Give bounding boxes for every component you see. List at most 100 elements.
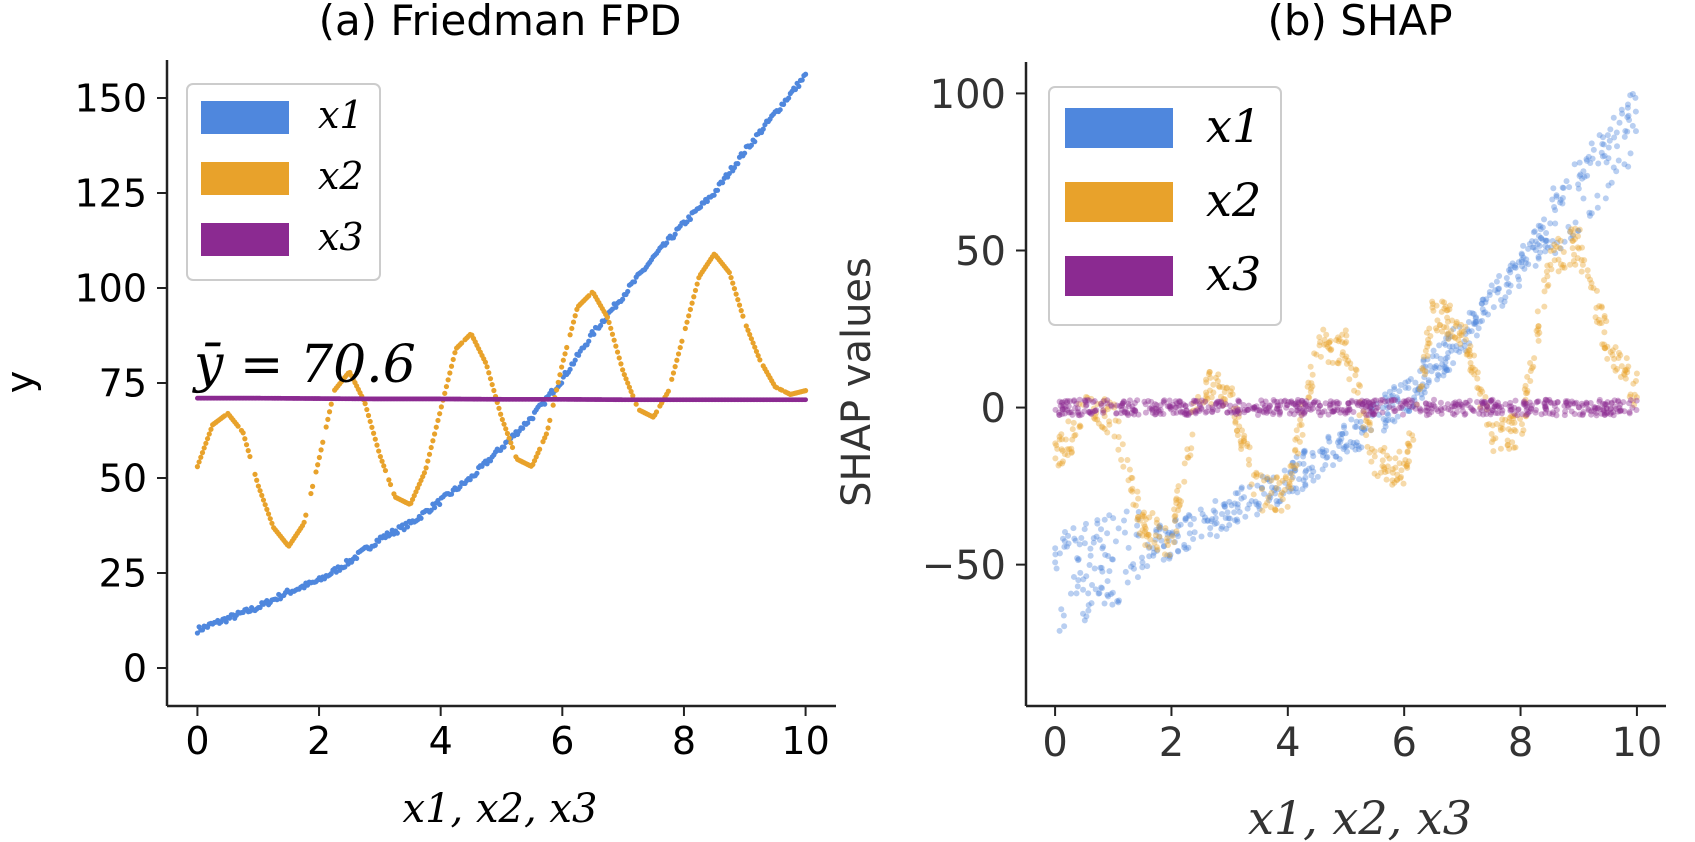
point-b-x2	[1394, 476, 1401, 483]
point-b-x1	[1368, 402, 1375, 409]
point-b-x1	[1166, 555, 1173, 562]
point-a-x2	[550, 402, 556, 408]
point-b-x2	[1523, 413, 1530, 420]
point-b-x1	[1056, 550, 1063, 557]
point-b-x1	[1150, 549, 1157, 556]
point-b-x2	[1548, 266, 1555, 273]
point-b-x2	[1511, 419, 1518, 426]
point-b-x2	[1601, 315, 1608, 322]
point-b-x3	[1601, 409, 1608, 416]
point-b-x1	[1613, 129, 1620, 136]
point-b-x1	[1358, 425, 1365, 432]
point-b-x2	[1052, 455, 1059, 462]
point-a-x2	[387, 481, 394, 488]
point-b-x1	[1080, 576, 1087, 583]
point-b-x3	[1330, 399, 1337, 406]
point-b-x1	[1417, 367, 1424, 374]
point-b-x3	[1288, 407, 1295, 414]
point-b-x2	[1316, 342, 1323, 349]
point-b-x2	[1475, 385, 1482, 392]
point-b-x2	[1429, 304, 1436, 311]
point-b-x1	[1083, 573, 1090, 580]
point-a-x2	[555, 379, 561, 385]
point-b-x1	[1082, 520, 1089, 527]
point-b-x1	[1543, 229, 1550, 236]
point-a-x1	[620, 296, 626, 302]
point-b-x2	[1196, 398, 1203, 405]
point-b-x1	[1153, 526, 1160, 533]
point-b-x1	[1106, 512, 1113, 519]
point-b-x2	[1240, 438, 1247, 445]
point-b-x2	[1076, 422, 1083, 429]
point-b-x1	[1466, 309, 1473, 316]
point-b-x1	[1552, 220, 1559, 227]
point-b-x2	[1326, 345, 1333, 352]
point-b-x3	[1296, 405, 1303, 412]
point-b-x3	[1576, 411, 1583, 418]
point-b-x1	[1343, 442, 1350, 449]
point-b-x2	[1575, 245, 1582, 252]
point-b-x1	[1226, 522, 1233, 529]
point-b-x3	[1562, 398, 1569, 405]
point-b-x3	[1181, 411, 1188, 418]
point-b-x1	[1225, 515, 1232, 522]
point-b-x3	[1390, 405, 1397, 412]
point-b-x2	[1468, 368, 1475, 375]
point-a-x2	[653, 409, 660, 415]
point-b-x1	[1336, 443, 1343, 450]
point-b-x2	[1253, 469, 1260, 476]
point-b-x3	[1399, 411, 1406, 418]
point-b-x1	[1222, 514, 1229, 521]
point-b-x2	[1570, 231, 1577, 238]
point-b-x1	[1461, 338, 1468, 345]
point-b-x3	[1183, 411, 1190, 418]
point-b-x3	[1330, 401, 1337, 408]
point-b-x1	[1301, 448, 1308, 455]
point-b-x2	[1422, 347, 1429, 354]
point-b-x3	[1235, 407, 1242, 414]
point-b-x2	[1278, 507, 1285, 514]
point-a-x2	[547, 417, 553, 423]
point-a-x2	[254, 477, 260, 483]
point-b-x3	[1222, 401, 1229, 408]
point-b-x3	[1588, 411, 1595, 418]
point-b-x2	[1139, 513, 1146, 520]
point-b-x2	[1557, 261, 1564, 268]
point-b-x2	[1333, 337, 1340, 344]
point-b-x1	[1272, 484, 1279, 491]
point-b-x2	[1352, 366, 1359, 373]
point-b-x1	[1101, 600, 1108, 607]
point-b-x2	[1612, 367, 1619, 374]
point-b-x2	[1617, 352, 1624, 359]
point-b-x1	[1554, 239, 1561, 246]
point-a-x2	[374, 442, 380, 448]
point-b-x2	[1592, 314, 1599, 321]
point-b-x2	[1406, 443, 1413, 450]
point-b-x3	[1256, 407, 1263, 414]
point-b-x2	[1234, 427, 1241, 434]
point-b-x3	[1613, 405, 1620, 412]
point-b-x1	[1256, 506, 1263, 513]
point-b-x2	[1630, 397, 1637, 404]
point-b-x2	[1132, 502, 1139, 509]
point-b-x1	[1290, 463, 1297, 470]
point-b-x3	[1193, 397, 1200, 404]
point-b-x2	[1068, 449, 1075, 456]
point-a-x2	[687, 306, 693, 313]
point-a-x2	[679, 338, 685, 344]
point-b-x3	[1487, 397, 1494, 404]
b-x-tick-label: 2	[1159, 720, 1184, 766]
point-b-x1	[1321, 449, 1328, 456]
point-b-x2	[1125, 477, 1132, 484]
point-b-x3	[1236, 410, 1243, 417]
point-b-x3	[1515, 406, 1522, 413]
point-b-x2	[1611, 355, 1618, 362]
point-b-x2	[1210, 389, 1217, 396]
point-b-x2	[1471, 352, 1478, 359]
point-b-x2	[1508, 413, 1515, 420]
point-b-x1	[1349, 443, 1356, 450]
point-b-x3	[1425, 405, 1432, 412]
point-b-x2	[1173, 495, 1180, 502]
point-a-x2	[235, 423, 241, 429]
point-b-x3	[1196, 401, 1203, 408]
